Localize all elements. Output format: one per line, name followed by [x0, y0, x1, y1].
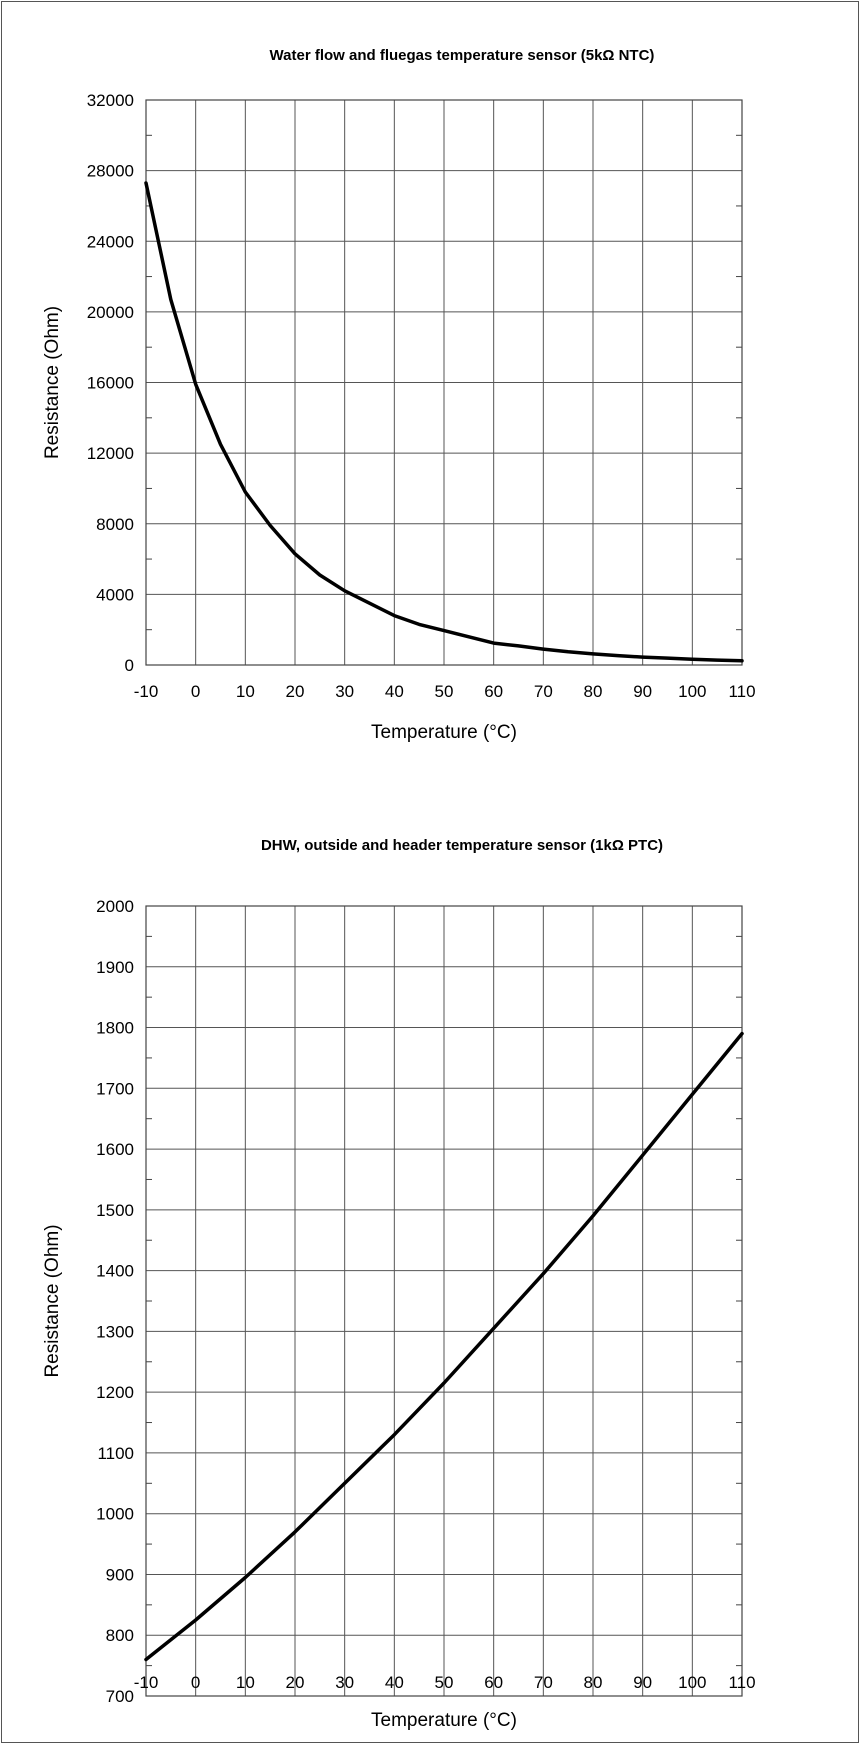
y-tick-label: 1500 [96, 1201, 134, 1220]
y-tick-label: 800 [106, 1626, 134, 1645]
x-tick-label: 50 [435, 682, 454, 701]
x-tick-label: 20 [286, 1673, 305, 1692]
chart-title: Water flow and fluegas temperature senso… [270, 47, 655, 64]
y-tick-label: 1800 [96, 1019, 134, 1038]
x-tick-label: 60 [484, 1673, 503, 1692]
y-tick-label: 1300 [96, 1322, 134, 1341]
x-tick-label: -10 [134, 1673, 159, 1692]
x-tick-label: 60 [484, 682, 503, 701]
y-tick-label: 2000 [96, 897, 134, 916]
x-tick-label: -10 [134, 682, 159, 701]
x-tick-label: 90 [633, 682, 652, 701]
x-tick-label: 80 [584, 1673, 603, 1692]
x-tick-label: 70 [534, 682, 553, 701]
x-axis-label: Temperature (°C) [371, 1710, 517, 1731]
y-tick-label: 700 [106, 1687, 134, 1706]
x-tick-label: 10 [236, 682, 255, 701]
y-tick-label: 0 [125, 656, 134, 675]
y-tick-label: 16000 [87, 374, 134, 393]
y-tick-label: 1200 [96, 1383, 134, 1402]
y-tick-label: 1400 [96, 1262, 134, 1281]
y-tick-label: 1600 [96, 1140, 134, 1159]
x-tick-label: 10 [236, 1673, 255, 1692]
y-tick-label: 900 [106, 1565, 134, 1584]
plot-area [145, 905, 743, 1697]
plot-area [145, 99, 743, 666]
y-tick-label: 1100 [97, 1444, 134, 1463]
x-tick-label: 70 [534, 1673, 553, 1692]
y-tick-label: 1900 [96, 958, 134, 977]
x-tick-label: 0 [191, 1673, 200, 1692]
x-tick-label: 40 [385, 682, 404, 701]
y-tick-label: 20000 [87, 303, 134, 322]
x-tick-label: 100 [678, 682, 706, 701]
x-tick-label: 20 [286, 682, 305, 701]
y-tick-label: 32000 [87, 91, 134, 110]
series-line [144, 1031, 744, 1662]
x-tick-label: 0 [191, 682, 200, 701]
chart-2: DHW, outside and header temperature sens… [42, 837, 756, 1731]
y-tick-label: 24000 [87, 232, 134, 251]
x-tick-label: 100 [678, 1673, 706, 1692]
x-tick-label: 40 [385, 1673, 404, 1692]
x-tick-label: 110 [728, 682, 755, 701]
y-axis-label: Resistance (Ohm) [42, 306, 63, 459]
x-axis-label: Temperature (°C) [371, 722, 517, 743]
chart-1: Water flow and fluegas temperature senso… [42, 47, 756, 743]
x-tick-label: 80 [584, 682, 603, 701]
x-tick-label: 50 [435, 1673, 454, 1692]
y-axis-label: Resistance (Ohm) [42, 1224, 63, 1377]
y-tick-label: 12000 [87, 444, 134, 463]
y-tick-label: 1000 [96, 1505, 134, 1524]
series-line [144, 181, 744, 663]
x-tick-label: 30 [335, 682, 354, 701]
y-tick-label: 1700 [96, 1079, 134, 1098]
y-tick-label: 28000 [87, 162, 134, 181]
x-tick-label: 110 [728, 1673, 755, 1692]
y-tick-label: 8000 [96, 515, 134, 534]
chart-title: DHW, outside and header temperature sens… [261, 837, 663, 854]
x-tick-label: 30 [335, 1673, 354, 1692]
x-tick-label: 90 [633, 1673, 652, 1692]
y-tick-label: 4000 [96, 585, 134, 604]
